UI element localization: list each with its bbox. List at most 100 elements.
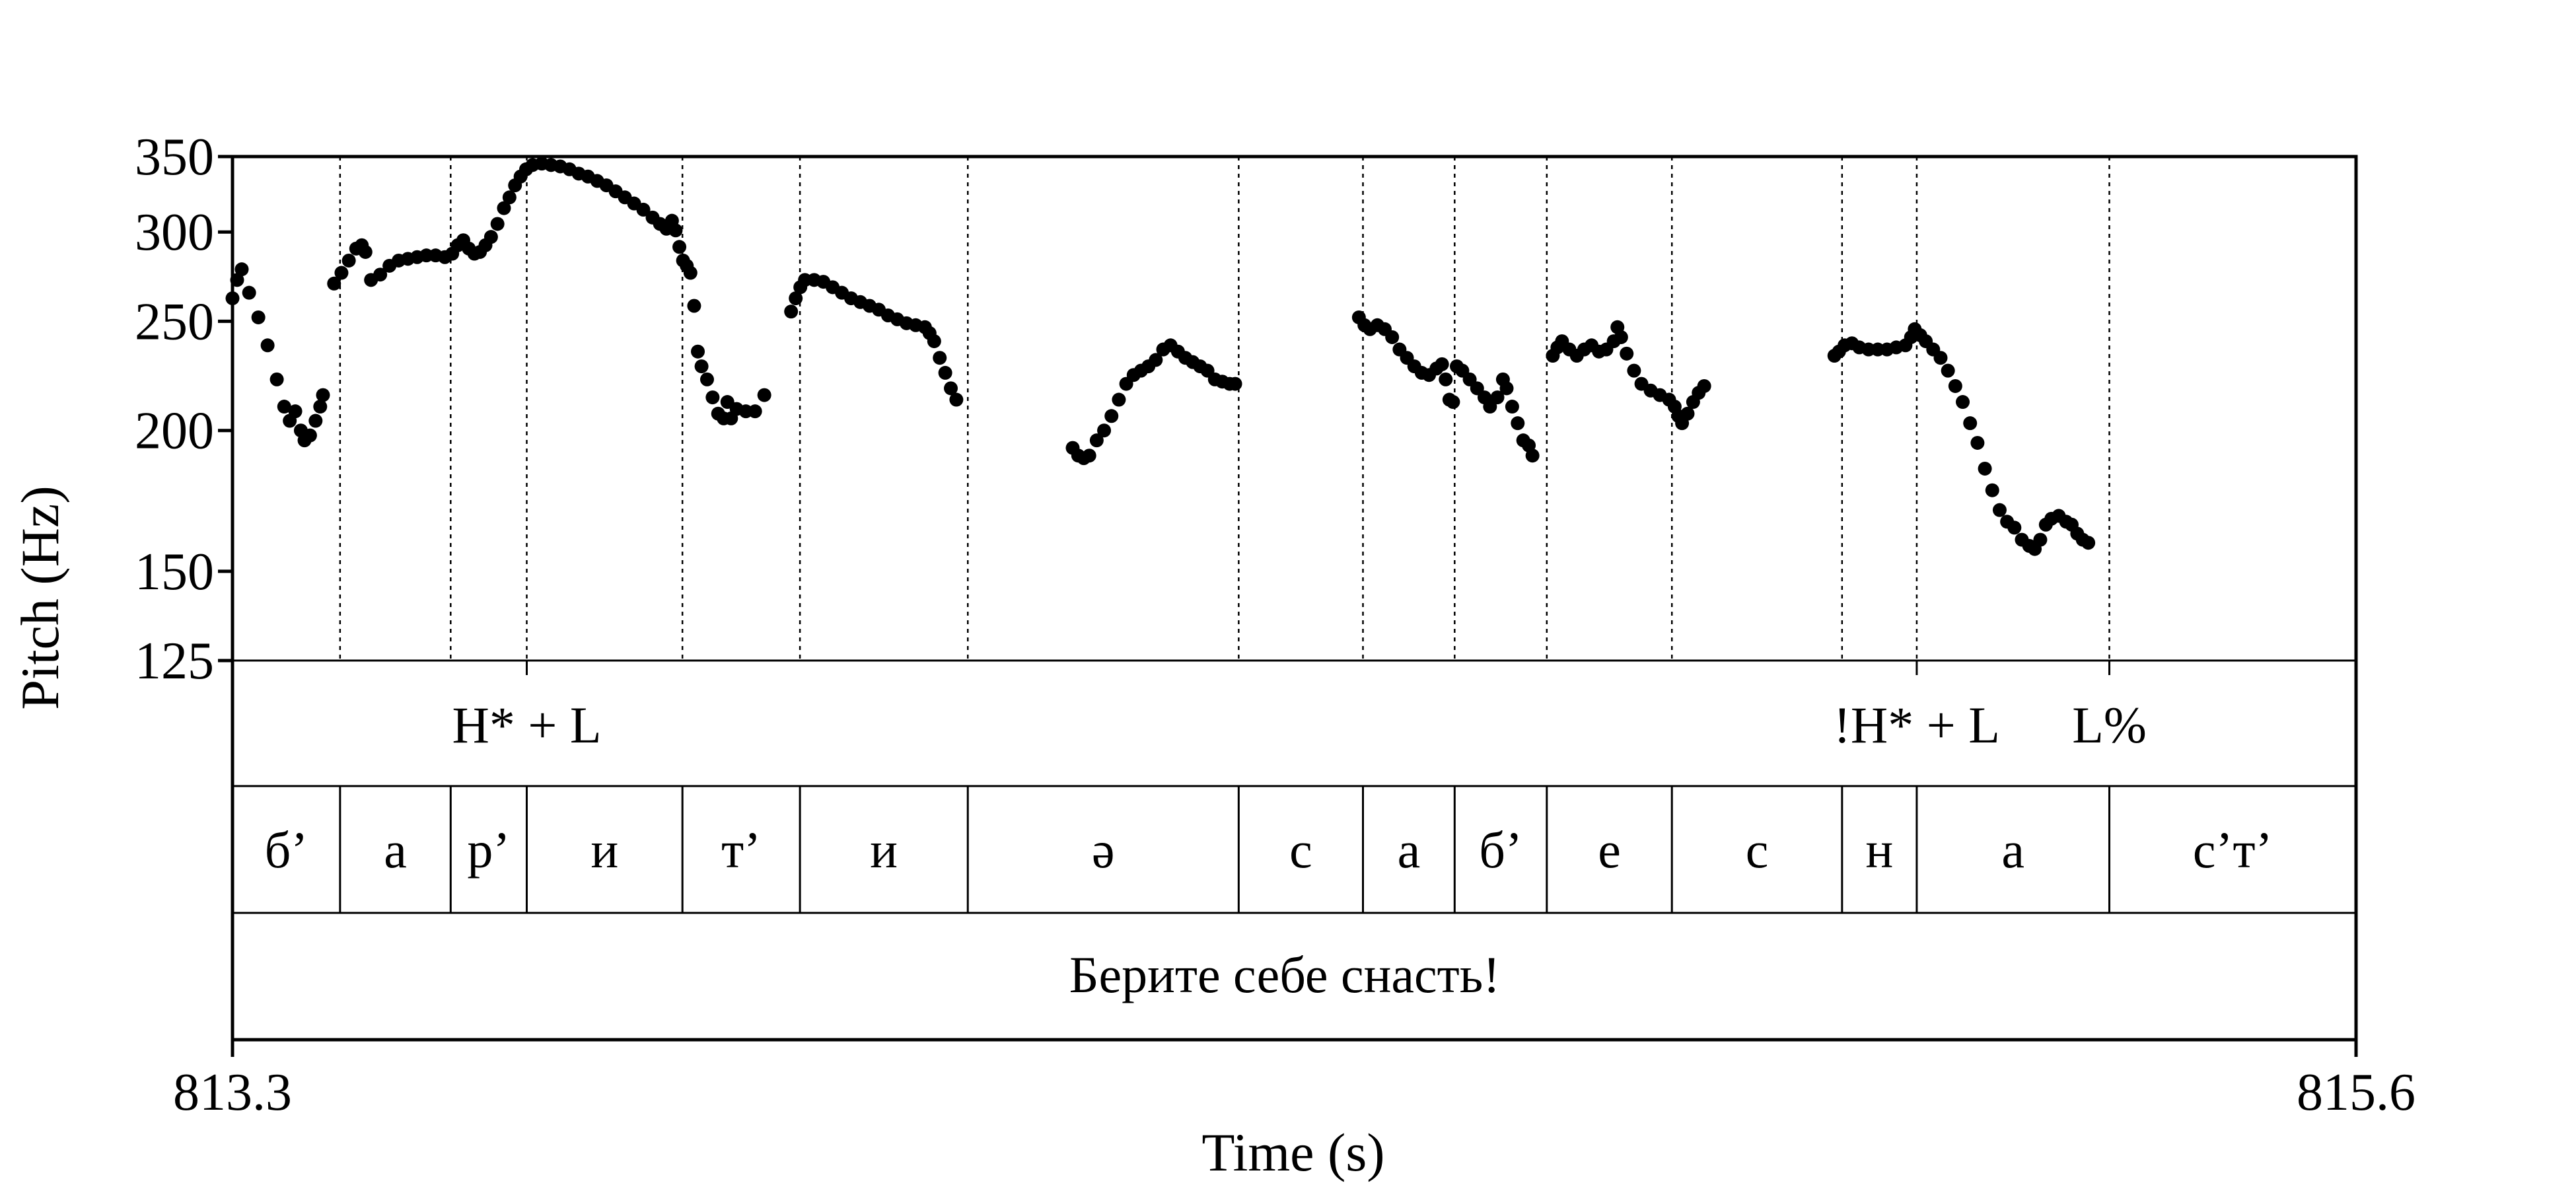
- segment-label-13: а: [2001, 821, 2024, 879]
- y-tick-label-300: 300: [135, 203, 214, 262]
- segment-label-12: н: [1865, 821, 1893, 879]
- pitch-point-3-3: [1082, 449, 1096, 463]
- plot-frame: [231, 155, 2358, 1042]
- pitch-point-5-24: [1697, 378, 1711, 393]
- pitch-point-3-23: [1228, 377, 1242, 391]
- pitch-point-4-29: [1525, 449, 1540, 463]
- pitch-point-0-13: [308, 414, 323, 428]
- pitch-point-6-21: [1978, 461, 1992, 476]
- pitch-point-2-20: [938, 365, 952, 380]
- pitch-point-1-63: [757, 388, 771, 402]
- y-tick-label-200: 200: [135, 402, 214, 460]
- pitch-point-2-18: [927, 334, 941, 349]
- segment-tier: б’ а р’ и т’ и ә с а б’ е с н а с’т’: [265, 821, 2273, 879]
- pitch-point-0-2: [234, 262, 249, 277]
- pitch-point-4-25: [1505, 400, 1519, 414]
- pitch-point-0-6: [269, 372, 284, 386]
- y-axis-title: Pitch (Hz): [10, 486, 70, 709]
- segment-label-7: с: [1289, 821, 1312, 879]
- pitch-point-6-20: [1970, 435, 1985, 450]
- tone-tier: H* + L !H* + L L%: [452, 661, 2147, 754]
- pitch-point-1-52: [691, 344, 705, 359]
- pitch-point-1-7: [373, 268, 388, 282]
- pitch-point-4-15: [1446, 395, 1460, 410]
- pitch-point-5-12: [1620, 346, 1634, 361]
- segment-label-14: с’т’: [2193, 821, 2273, 879]
- pitch-point-1-55: [705, 390, 720, 405]
- segment-label-9: б’: [1479, 821, 1522, 879]
- pitch-point-6-19: [1963, 416, 1978, 431]
- pitch-point-6-15: [1933, 351, 1948, 365]
- pitch-point-3-5: [1097, 423, 1112, 438]
- y-tick-label-125: 125: [135, 632, 214, 690]
- pitch-point-4-5: [1385, 330, 1400, 344]
- segment-label-10: е: [1598, 821, 1621, 879]
- segment-label-0: б’: [265, 821, 308, 879]
- pitch-point-6-16: [1941, 363, 1955, 378]
- segment-label-11: с: [1746, 821, 1769, 879]
- pitch-point-0-4: [251, 310, 266, 324]
- segment-label-6: ә: [1092, 821, 1115, 879]
- pitch-point-6-23: [1992, 503, 2007, 517]
- boundary-guides: [339, 157, 2110, 661]
- pitch-point-1-54: [699, 372, 714, 386]
- pitch-point-5-13: [1627, 363, 1641, 378]
- y-tick-label-150: 150: [135, 543, 214, 601]
- pitch-point-4-21: [1483, 400, 1497, 414]
- pitch-point-3-7: [1112, 392, 1126, 407]
- pitch-point-1-0: [327, 276, 341, 291]
- pitch-point-1-1: [334, 266, 349, 280]
- tone-label-2: L%: [2072, 696, 2147, 754]
- pitch-point-4-26: [1511, 416, 1525, 431]
- pitch-point-6-22: [1985, 483, 1999, 497]
- pitch-point-1-5: [358, 244, 373, 259]
- pitch-point-5-21: [1680, 406, 1695, 421]
- pitch-point-6-37: [2081, 536, 2096, 550]
- y-tick-label-250: 250: [135, 293, 214, 351]
- segment-label-1: а: [384, 821, 407, 879]
- pitch-point-1-62: [748, 404, 762, 419]
- segment-label-8: а: [1398, 821, 1421, 879]
- pitch-point-1-53: [694, 359, 709, 374]
- segment-boundaries: [339, 786, 2111, 913]
- pitch-point-6-29: [2033, 532, 2048, 547]
- pitch-point-4-22: [1490, 390, 1505, 405]
- y-tick-label-350: 350: [135, 128, 214, 186]
- pitch-point-1-46: [668, 223, 683, 238]
- pitch-point-0-14: [313, 400, 328, 414]
- pitch-point-1-47: [672, 240, 687, 254]
- pitch-point-2-21: [944, 381, 958, 396]
- pitch-point-3-4: [1089, 433, 1104, 448]
- tone-label-0: H* + L: [452, 696, 602, 754]
- pitch-point-6-18: [1956, 395, 1970, 410]
- pitch-point-2-22: [949, 392, 964, 407]
- pitch-point-4-13: [1439, 372, 1453, 386]
- pitch-point-1-50: [683, 266, 698, 280]
- pitch-point-2-1: [789, 291, 803, 306]
- pitch-point-1-22: [483, 230, 498, 244]
- sentence-label: Берите себе снасть!: [1069, 946, 1501, 1003]
- pitch-point-5-11: [1614, 330, 1628, 344]
- pitch-point-0-5: [260, 338, 275, 353]
- pitch-point-1-25: [502, 190, 517, 205]
- pitch-point-0-3: [242, 285, 256, 300]
- pitch-point-0-12: [303, 428, 317, 443]
- tone-label-1: !H* + L: [1834, 696, 2000, 754]
- pitch-points: [225, 157, 2096, 556]
- segment-label-2: р’: [467, 821, 510, 879]
- pitch-point-4-24: [1499, 381, 1514, 396]
- pitch-point-1-24: [497, 201, 511, 215]
- pitch-point-0-15: [316, 388, 330, 402]
- pitch-point-3-6: [1104, 409, 1119, 423]
- pitch-point-2-0: [784, 305, 799, 319]
- pitch-point-0-7: [277, 400, 291, 414]
- segment-label-5: и: [870, 821, 898, 879]
- pitch-point-6-25: [2007, 521, 2022, 535]
- pitch-point-1-41: [636, 202, 651, 217]
- pitch-point-6-17: [1948, 378, 1962, 393]
- pitch-point-1-51: [687, 299, 701, 313]
- x-tick-label-start: 813.3: [173, 1063, 292, 1122]
- y-axis-ticks: 125 150 200 250 300 350: [135, 128, 233, 690]
- pitch-point-3-12: [1149, 353, 1163, 367]
- pitch-point-4-12: [1435, 357, 1449, 371]
